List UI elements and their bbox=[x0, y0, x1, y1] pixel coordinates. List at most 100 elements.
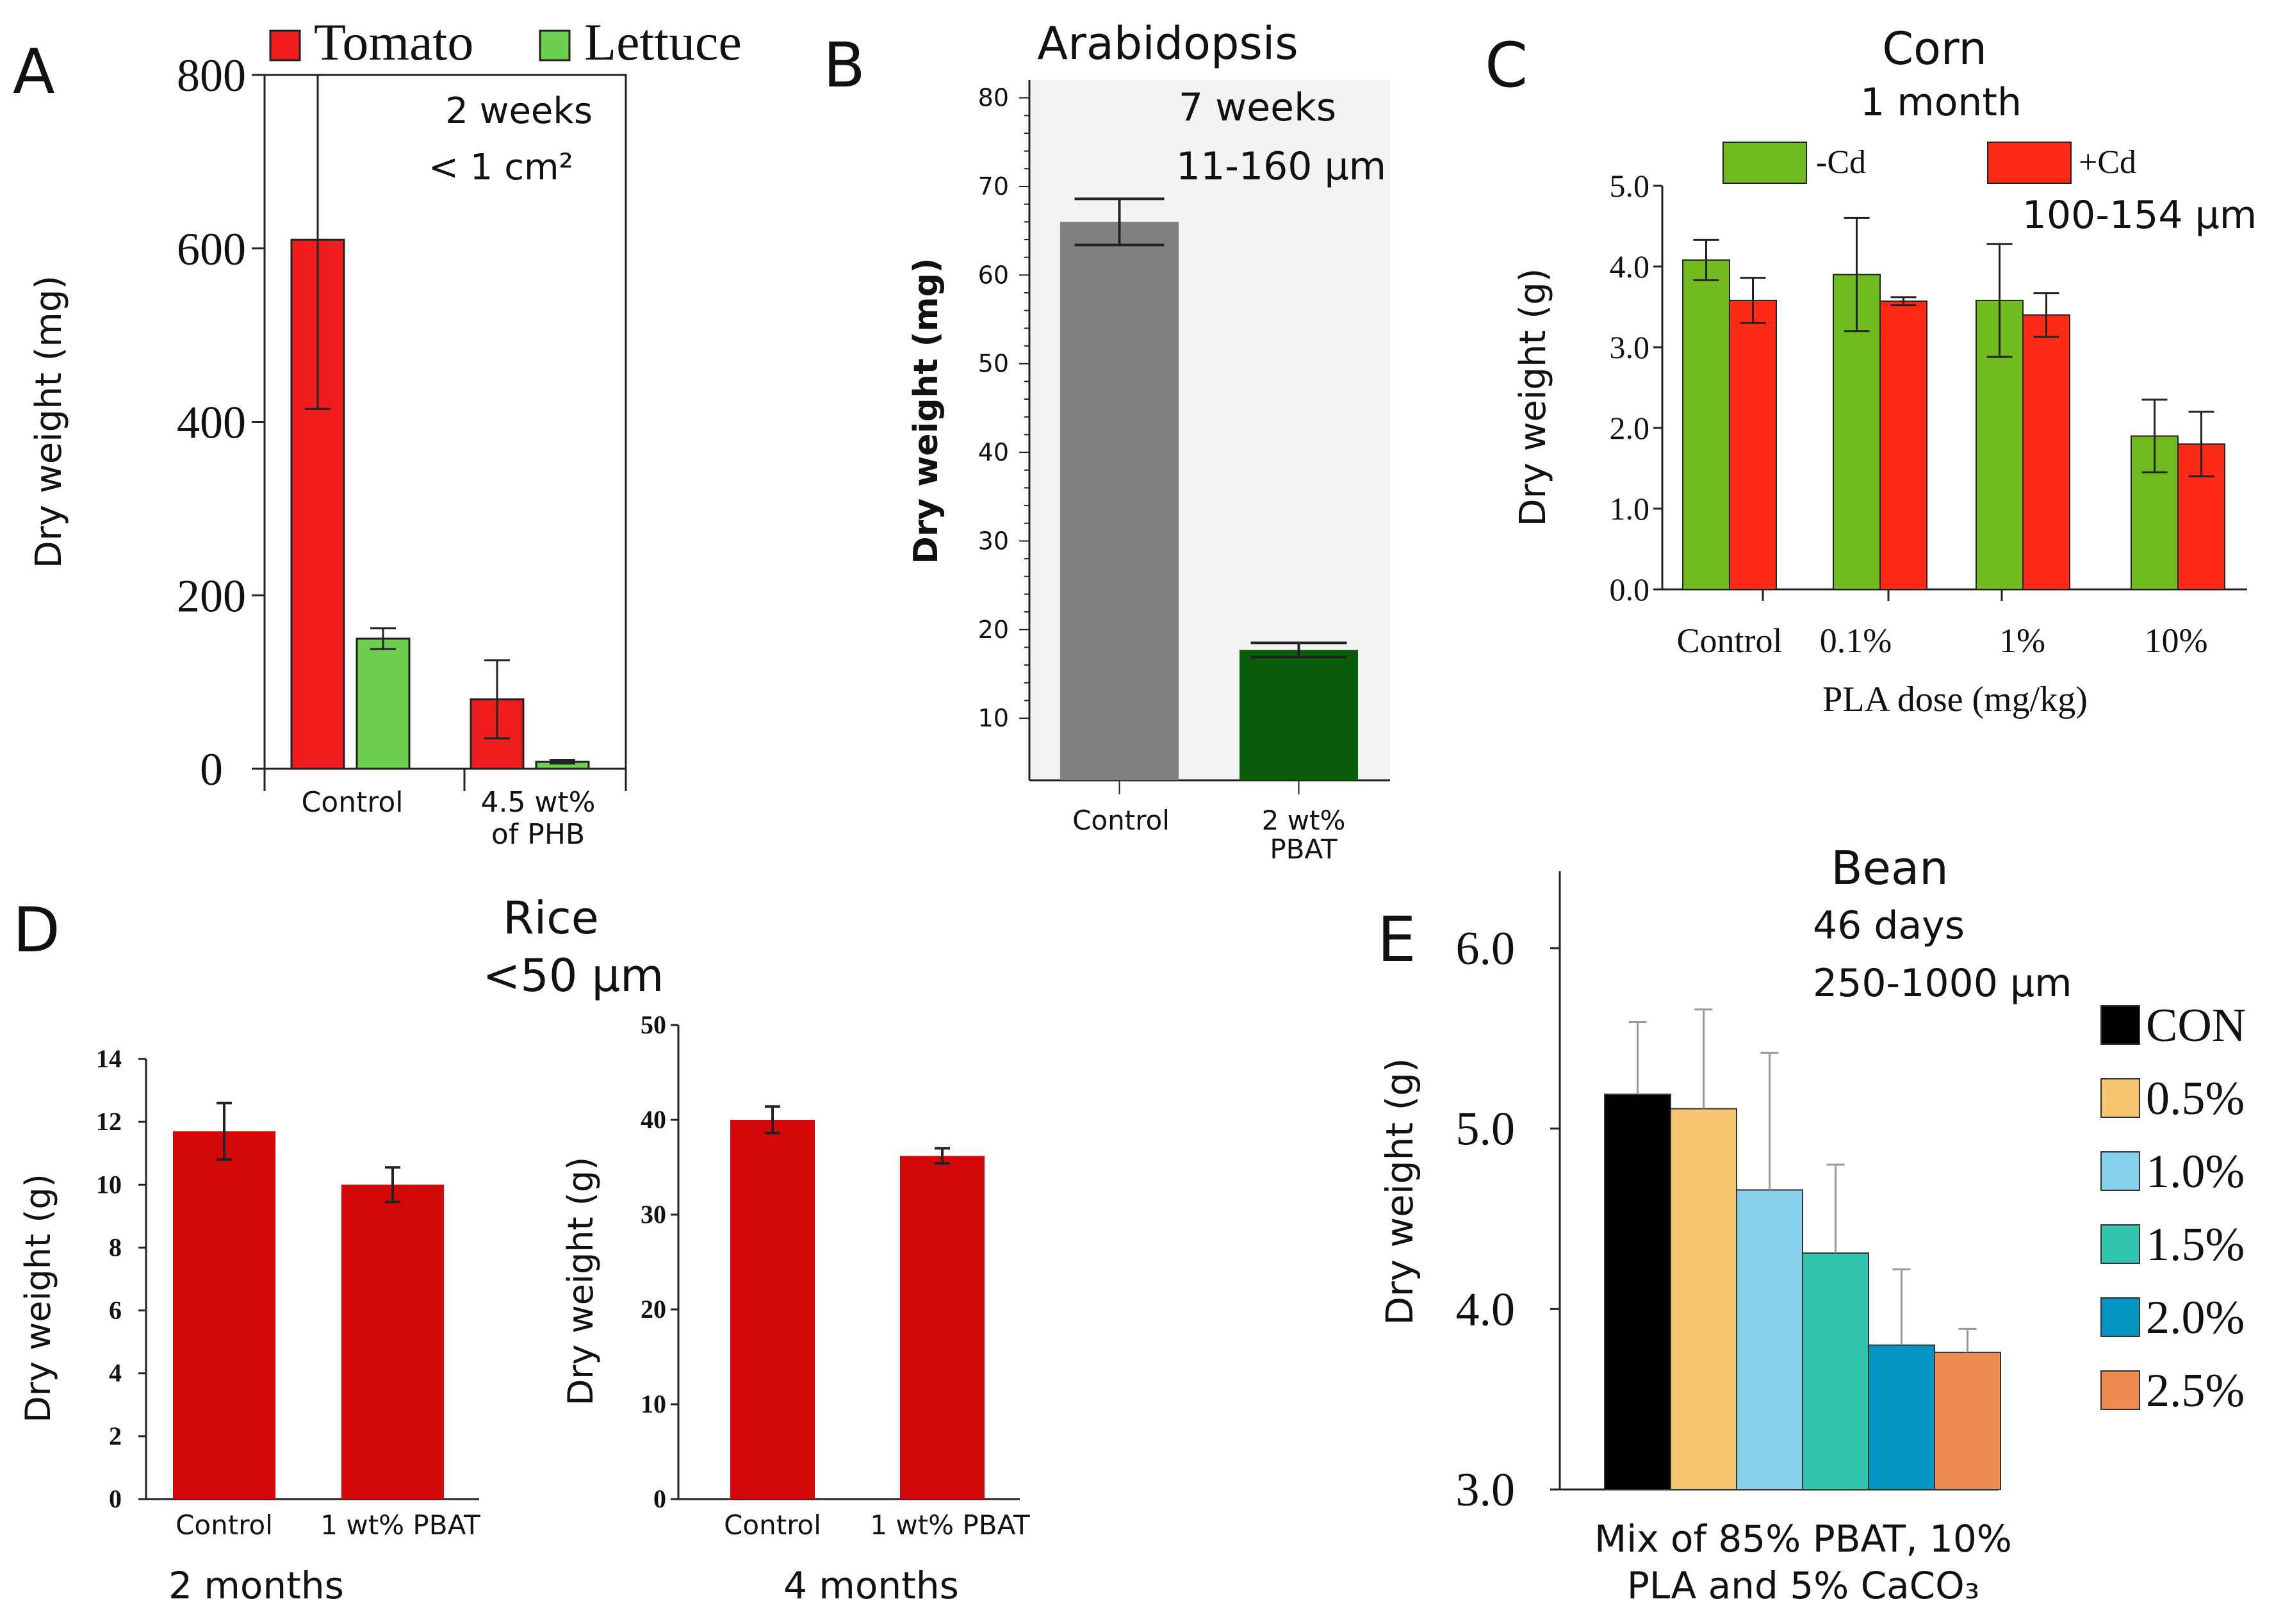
y-tick-label: 5.0 bbox=[1610, 168, 1650, 204]
y-tick-label: 60 bbox=[978, 261, 1009, 289]
y-tick-label: 70 bbox=[978, 172, 1009, 201]
error-bar bbox=[550, 759, 575, 765]
x-category-label: Control bbox=[724, 1509, 821, 1541]
bar-2.5% bbox=[1934, 1351, 2001, 1491]
legend-swatch-tomato bbox=[269, 29, 301, 62]
y-tick-label: 200 bbox=[177, 570, 246, 621]
error-bar bbox=[1693, 238, 1719, 281]
panel-label-e: E bbox=[1377, 904, 1416, 976]
y-axis-label: Dry weight (mg) bbox=[907, 258, 945, 564]
x-category-label: PBAT bbox=[1270, 833, 1338, 865]
error-bar bbox=[1844, 217, 1870, 332]
panel-label-d: D bbox=[13, 894, 60, 966]
plus-cd-bar bbox=[2022, 314, 2070, 590]
subplot-caption: 4 months bbox=[783, 1564, 959, 1607]
error-bar bbox=[765, 1105, 780, 1135]
panel-c-corn-chart: 0.0 1.0 2.0 3.0 4.0 5.0 Dry weight (g) Control 0… bbox=[1512, 22, 2257, 719]
subplot-caption: 2 months bbox=[168, 1564, 344, 1607]
annotation-duration: 7 weeks bbox=[1179, 85, 1336, 130]
error-bar bbox=[2033, 292, 2059, 338]
annotation-size: 100-154 µm bbox=[2022, 193, 2257, 238]
y-tick-label: 30 bbox=[641, 1200, 666, 1229]
legend-label: 1.0% bbox=[2146, 1145, 2245, 1198]
x-category-label: 0.1% bbox=[1820, 621, 1892, 660]
y-tick-label: 0 bbox=[200, 744, 223, 795]
chart-title: Rice bbox=[503, 892, 599, 944]
y-tick-label: 0.0 bbox=[1610, 571, 1650, 607]
legend-label: 2.0% bbox=[2146, 1292, 2245, 1344]
legend-swatch bbox=[2100, 1151, 2140, 1191]
y-tick-label: 80 bbox=[978, 84, 1009, 112]
annotation-duration: 1 month bbox=[1860, 80, 2022, 125]
annotation-size: 250-1000 µm bbox=[1813, 961, 2072, 1006]
bar-2.0% bbox=[1868, 1344, 1935, 1491]
rice-2-months-plot: 0 2 4 6 8 10 12 14 Dry weight (g) Control 1 wt% PB… bbox=[18, 1044, 480, 1607]
y-tick-label: 6 bbox=[109, 1296, 122, 1325]
legend-label-minus-cd: -Cd bbox=[1816, 144, 1866, 181]
control-bar bbox=[730, 1120, 815, 1499]
tomato-bar bbox=[290, 238, 345, 770]
panel-a-tomato-lettuce-chart: 0 200 400 600 800 Dry weight (mg) Control 4.5 w… bbox=[28, 13, 742, 851]
x-category-label: 10% bbox=[2145, 621, 2208, 660]
x-category-label: 1% bbox=[1999, 621, 2045, 660]
control-bar bbox=[1060, 222, 1179, 781]
panel-label-c: C bbox=[1485, 29, 1528, 101]
legend-swatch bbox=[2100, 1370, 2140, 1410]
annotation-duration: 46 days bbox=[1813, 903, 1965, 948]
legend-swatch bbox=[2100, 1224, 2140, 1264]
minus-cd-bar bbox=[1682, 259, 1730, 591]
y-tick-label: 12 bbox=[96, 1107, 122, 1136]
y-tick-label: 3.0 bbox=[1456, 1464, 1516, 1516]
x-axis-label: PLA and 5% CaCO₃ bbox=[1627, 1564, 1979, 1607]
y-tick-label: 800 bbox=[177, 50, 246, 101]
error-bar bbox=[1890, 296, 1917, 306]
legend-label-tomato: Tomato bbox=[314, 13, 473, 71]
x-axis-label: Mix of 85% PBAT, 10% bbox=[1594, 1517, 2012, 1561]
x-category-label: Control bbox=[301, 786, 403, 819]
error-bar bbox=[484, 659, 510, 740]
lettuce-bar bbox=[356, 637, 411, 770]
y-axis-label: Dry weight (mg) bbox=[28, 275, 70, 569]
x-category-label: Control bbox=[1072, 805, 1170, 836]
control-bar bbox=[173, 1131, 275, 1499]
panel-e-bean-chart: 3.0 4.0 5.0 6.0 Dry weight (g) CON 0.5% 1.0% 1.5… bbox=[1378, 841, 2246, 1607]
error-bar bbox=[217, 1101, 232, 1161]
legend-label: CON bbox=[2146, 999, 2246, 1052]
y-tick-label: 20 bbox=[978, 616, 1009, 644]
y-tick-label: 20 bbox=[641, 1295, 666, 1324]
panel-d-rice-chart: Rice<50 µm 0 2 4 6 8 10 12 14 Dry weight (g) Contr… bbox=[18, 892, 1030, 1607]
pbat-bar bbox=[900, 1156, 985, 1499]
legend-swatch-lettuce bbox=[539, 29, 571, 62]
legend-label-lettuce: Lettuce bbox=[584, 13, 742, 71]
y-axis-label: Dry weight (g) bbox=[1378, 1058, 1421, 1325]
legend-label: 0.5% bbox=[2146, 1072, 2245, 1125]
error-bar bbox=[370, 627, 396, 650]
y-tick-label: 50 bbox=[978, 350, 1009, 378]
x-category-label: Control bbox=[176, 1509, 273, 1541]
error-bar bbox=[1740, 277, 1766, 324]
x-axis-label: PLA dose (mg/kg) bbox=[1822, 680, 2088, 719]
chart-title: Arabidopsis bbox=[1037, 17, 1298, 70]
pbat-bar bbox=[341, 1185, 444, 1499]
pbat-bar bbox=[1240, 650, 1358, 780]
panel-label-a: A bbox=[13, 36, 55, 108]
y-tick-label: 30 bbox=[978, 527, 1009, 555]
chart-title: Bean bbox=[1831, 841, 1948, 895]
legend-label: 2.5% bbox=[2146, 1365, 2245, 1417]
y-tick-label: 4.0 bbox=[1610, 249, 1650, 284]
plus-cd-bar bbox=[1879, 300, 1927, 590]
error-bar bbox=[1986, 243, 2013, 358]
legend-swatch-plus-cd bbox=[1987, 142, 2072, 184]
error-bar bbox=[2141, 398, 2168, 473]
bar-CON bbox=[1604, 1094, 1671, 1490]
error-bar bbox=[1074, 197, 1165, 247]
y-tick-label: 4.0 bbox=[1456, 1283, 1516, 1336]
y-tick-label: 3.0 bbox=[1610, 329, 1650, 365]
annotation-size: <50 µm bbox=[483, 949, 664, 1002]
panel-b-arabidopsis-chart: 10 20 30 40 50 60 70 80 Dry weight (mg) Control 2 … bbox=[907, 17, 1390, 865]
y-tick-label: 14 bbox=[96, 1044, 122, 1073]
y-tick-label: 10 bbox=[978, 704, 1009, 732]
x-category-label: 1 wt% PBAT bbox=[870, 1509, 1030, 1541]
y-tick-label: 10 bbox=[641, 1390, 666, 1418]
x-category-label: 2 wt% bbox=[1262, 805, 1346, 836]
